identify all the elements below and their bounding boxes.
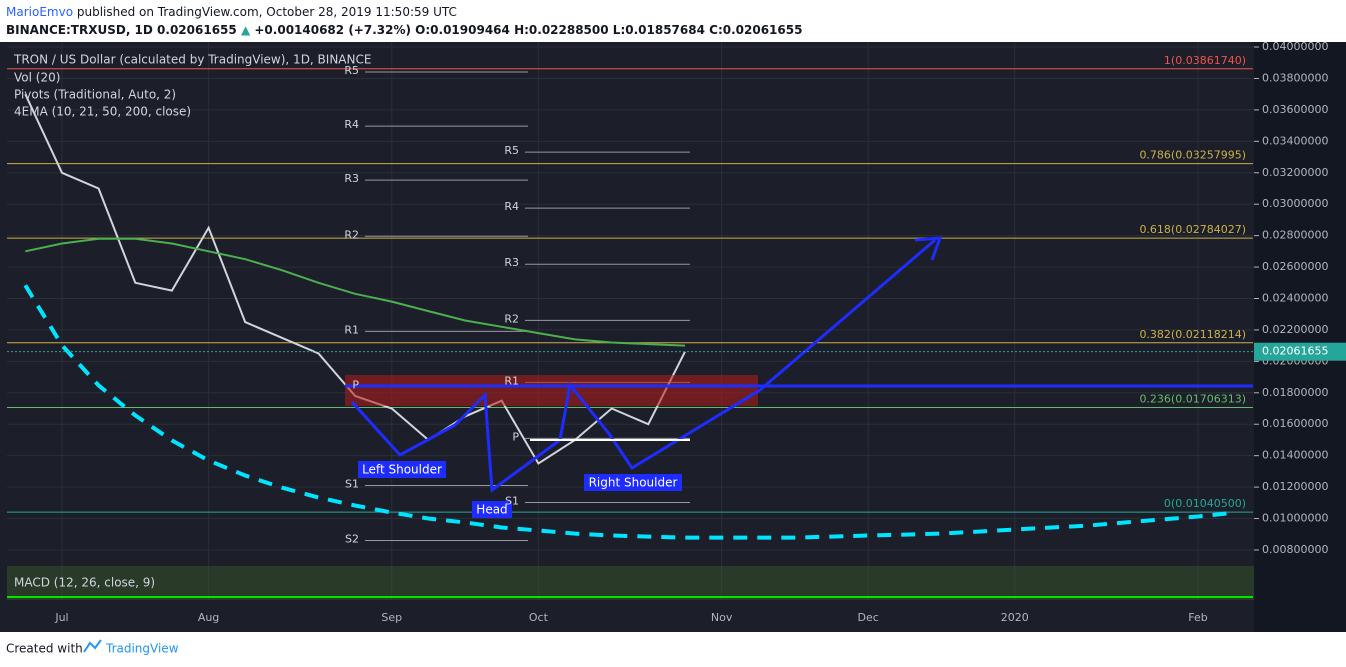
fib-label: 1(0.03861740)	[1164, 54, 1246, 67]
high: H:0.02288500	[514, 23, 609, 37]
price-axis	[1254, 42, 1346, 632]
pivot-label: R4	[504, 200, 519, 213]
x-tick-label: Dec	[858, 611, 879, 624]
footer-brand: TradingView	[105, 642, 179, 656]
logo	[83, 639, 102, 653]
fib-label: 0(0.01040500)	[1164, 497, 1246, 510]
x-tick-label: Aug	[198, 611, 219, 624]
fib-label: 0.236(0.01706313)	[1139, 393, 1246, 406]
y-tick-label: 0.03400000	[1262, 134, 1328, 147]
y-tick-label: 0.02400000	[1262, 291, 1328, 304]
author: MarioEmvo	[6, 5, 73, 19]
up-arrow: ▲	[241, 23, 251, 37]
annotation: Head	[476, 503, 507, 517]
y-tick-label: 0.03800000	[1262, 71, 1328, 84]
pivot-label: R5	[504, 144, 519, 157]
symbol: BINANCE:TRXUSD, 1D	[6, 23, 153, 37]
pivot-label: R3	[344, 172, 359, 185]
pivot-label: P	[352, 378, 359, 391]
annotation-box	[358, 461, 446, 478]
indicator: Pivots (Traditional, Auto, 2)	[14, 88, 176, 102]
pivot-label: R5	[344, 64, 359, 77]
pivot-label: R2	[504, 312, 519, 325]
pivot-label: R4	[344, 118, 359, 131]
series-line	[25, 237, 686, 347]
x-tick-label: 2020	[1001, 611, 1029, 624]
annotation: Right Shoulder	[589, 476, 678, 490]
indicator: 4EMA (10, 21, 50, 200, close)	[14, 105, 191, 119]
arrow-head	[914, 236, 943, 261]
y-tick-label: 0.03200000	[1262, 166, 1328, 179]
y-tick-label: 0.02600000	[1262, 260, 1328, 273]
y-tick-label: 0.03000000	[1262, 197, 1328, 210]
y-tick-label: 0.01000000	[1262, 512, 1328, 525]
indicator: TRON / US Dollar (calculated by TradingV…	[13, 53, 371, 67]
fib-label: 0.382(0.02118214)	[1139, 328, 1246, 341]
macd-pane	[7, 566, 1254, 600]
y-tick-label: 0.01600000	[1262, 417, 1328, 430]
y-tick-label: 0.02800000	[1262, 229, 1328, 242]
series-line	[23, 284, 1235, 540]
chart-background	[0, 42, 1346, 632]
annotation-box	[472, 501, 512, 518]
pivot-label: R3	[504, 256, 519, 269]
pivot-label: S1	[345, 478, 359, 491]
pivot-label: S1	[505, 495, 519, 508]
quote-line: BINANCE:TRXUSD, 1D 0.02061655 ▲ +0.00140…	[6, 23, 802, 37]
low: L:0.01857684	[613, 23, 705, 37]
x-tick-label: Nov	[711, 611, 733, 624]
pivot-label: P	[512, 430, 519, 443]
x-tick-label: Sep	[381, 611, 402, 624]
y-tick-label: 0.01800000	[1262, 386, 1328, 399]
y-tick-label: 0.01400000	[1262, 449, 1328, 462]
y-tick-label: 0.04000000	[1262, 40, 1328, 53]
fib-label: 0.786(0.03257995)	[1139, 149, 1246, 162]
indicator: MACD (12, 26, close, 9)	[14, 576, 155, 590]
x-tick-label: Jul	[54, 611, 68, 624]
price-tag	[1254, 342, 1346, 361]
indicator: Vol (20)	[14, 71, 60, 85]
pivot-label: R2	[344, 228, 359, 241]
y-tick-label: 0.01200000	[1262, 480, 1328, 493]
close: C:0.02061655	[709, 23, 802, 37]
x-tick-label: Oct	[529, 611, 549, 624]
price-tag-label: 0.02061655	[1262, 345, 1328, 358]
footer-text: Created with	[6, 642, 83, 656]
header: MarioEmvo published on TradingView.com, …	[6, 5, 457, 19]
pivot-label: S2	[345, 533, 359, 546]
open: O:0.01909464	[415, 23, 510, 37]
y-tick-label: 0.03600000	[1262, 103, 1328, 116]
pivot-label: R1	[504, 374, 519, 387]
fib-label: 0.618(0.02784027)	[1139, 223, 1246, 236]
annotation: Left Shoulder	[362, 463, 442, 477]
x-tick-label: Feb	[1188, 611, 1207, 624]
change: +0.00140682 (+7.32%)	[254, 23, 411, 37]
annotation-box	[584, 474, 682, 491]
y-tick-label: 0.02200000	[1262, 323, 1328, 336]
y-tick-label: 0.00800000	[1262, 543, 1328, 556]
published: published on TradingView.com, October 28…	[77, 5, 457, 19]
pivot-label: R1	[344, 323, 359, 336]
last: 0.02061655	[157, 23, 237, 37]
resistance-zone	[345, 375, 758, 406]
